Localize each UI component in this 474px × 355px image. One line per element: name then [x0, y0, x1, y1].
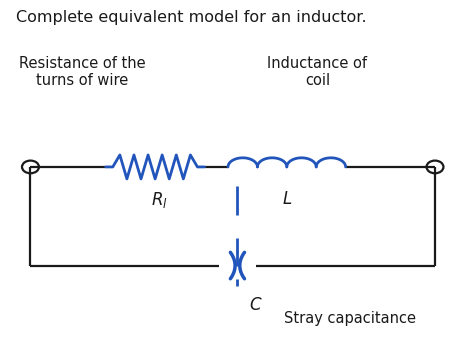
Text: Resistance of the
turns of wire: Resistance of the turns of wire — [19, 56, 146, 88]
Text: Stray capacitance: Stray capacitance — [284, 311, 417, 326]
Text: Inductance of
coil: Inductance of coil — [267, 56, 367, 88]
Text: $R_l$: $R_l$ — [152, 190, 168, 210]
Text: $L$: $L$ — [282, 190, 292, 208]
Text: Complete equivalent model for an inductor.: Complete equivalent model for an inducto… — [17, 10, 367, 25]
Text: $C$: $C$ — [249, 296, 263, 315]
